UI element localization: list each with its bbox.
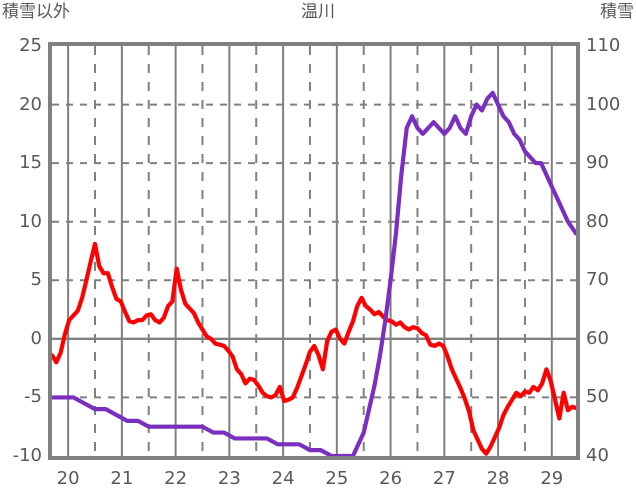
x-tick-label: 26: [379, 468, 403, 489]
right-tick-label: 60: [586, 327, 609, 349]
left-tick-label: 5: [30, 269, 42, 291]
right-tick-label: 110: [586, 35, 621, 56]
left-axis-title: 積雪以外: [2, 2, 70, 22]
plot-area: [48, 42, 580, 460]
left-tick-label: -5: [24, 386, 42, 408]
left-tick-label: 25: [19, 35, 42, 56]
gridlines: [52, 46, 576, 456]
x-tick-label: 28: [486, 468, 510, 489]
right-tick-label: 90: [586, 152, 609, 174]
left-tick-label: 10: [19, 210, 42, 232]
x-tick-label: 22: [164, 468, 188, 489]
right-tick-label: 100: [586, 93, 621, 115]
right-tick-label: 40: [586, 445, 609, 466]
plot-inner: [52, 46, 576, 456]
x-tick-label: 20: [56, 468, 80, 489]
left-tick-label: 20: [19, 93, 42, 115]
left-tick-label: 0: [30, 327, 42, 349]
left-tick-label: 15: [19, 152, 42, 174]
right-tick-label: 50: [586, 386, 609, 408]
x-tick-label: 21: [110, 468, 134, 489]
right-tick-label: 80: [586, 210, 609, 232]
right-tick-label: 70: [586, 269, 609, 291]
left-tick-label: -10: [12, 445, 42, 466]
x-tick-label: 29: [540, 468, 564, 489]
x-tick-label: 23: [217, 468, 241, 489]
x-tick-label: 27: [432, 468, 456, 489]
x-tick-label: 25: [325, 468, 349, 489]
right-axis-title: 積雪: [600, 2, 634, 22]
page-title: 温川: [301, 2, 335, 22]
series-lines: [52, 90, 576, 456]
x-tick-label: 24: [271, 468, 295, 489]
